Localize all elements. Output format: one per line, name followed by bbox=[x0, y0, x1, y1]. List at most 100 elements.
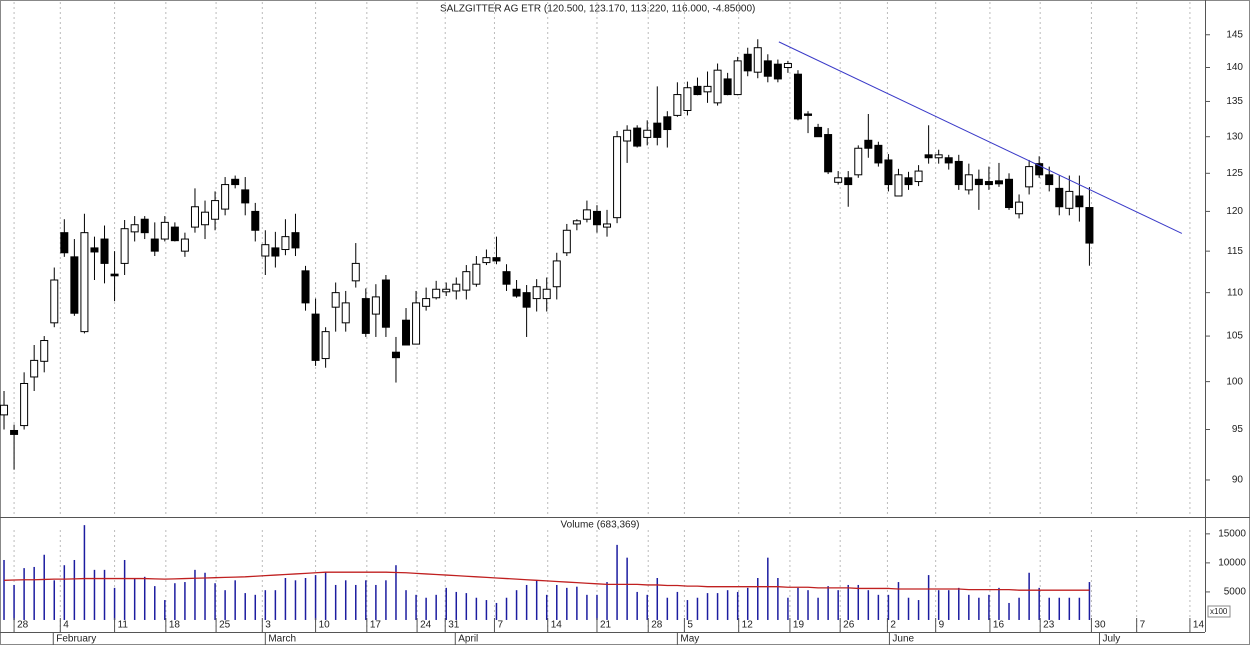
candle-body bbox=[713, 69, 722, 104]
candle-body bbox=[0, 404, 9, 416]
x-tick-label: 18 bbox=[169, 620, 181, 631]
candle-body bbox=[944, 157, 953, 164]
candle-body bbox=[763, 60, 772, 77]
y-tick-label: 90 bbox=[1232, 475, 1244, 486]
x-tick-label: 17 bbox=[370, 620, 382, 631]
candle-body bbox=[1005, 178, 1014, 209]
unit-label: x100 bbox=[1210, 607, 1228, 616]
candle-body bbox=[221, 184, 230, 210]
chart-title: SALZGITTER AG ETR (120.500, 123.170, 113… bbox=[440, 4, 755, 15]
candle-body bbox=[683, 87, 692, 111]
candle-body bbox=[331, 292, 340, 308]
candle-body bbox=[693, 85, 702, 96]
x-tick-label: 10 bbox=[319, 620, 331, 631]
candle-body bbox=[311, 313, 320, 361]
candle-body bbox=[904, 177, 913, 186]
y-tick-label: 110 bbox=[1227, 287, 1243, 298]
x-tick-label: 28 bbox=[17, 620, 29, 631]
candle-body bbox=[582, 209, 591, 220]
y-tick-label: 140 bbox=[1226, 62, 1243, 73]
y-tick-label: 135 bbox=[1226, 96, 1243, 107]
candle-body bbox=[371, 296, 380, 315]
y-tick-label: 95 bbox=[1232, 424, 1244, 435]
x-tick-label: 23 bbox=[1043, 620, 1055, 631]
candle-body bbox=[462, 271, 471, 291]
x-tick-label: 4 bbox=[63, 620, 69, 631]
candle-body bbox=[160, 221, 169, 240]
candle-body bbox=[562, 229, 571, 254]
candle-body bbox=[592, 210, 601, 226]
candle-body bbox=[391, 351, 400, 359]
candle-body bbox=[974, 178, 983, 186]
candle-body bbox=[934, 154, 943, 159]
candle-body bbox=[522, 292, 531, 308]
candle-body bbox=[502, 271, 511, 285]
candle-body bbox=[341, 302, 350, 324]
y-tick-label: 130 bbox=[1226, 131, 1243, 142]
candle-body bbox=[120, 228, 129, 264]
month-label: July bbox=[1102, 634, 1120, 645]
candle-body bbox=[512, 288, 521, 297]
volume-title: Volume (683,369) bbox=[561, 520, 640, 531]
candle-body bbox=[854, 147, 863, 176]
month-label: April bbox=[458, 634, 478, 645]
candle-body bbox=[211, 200, 220, 220]
x-tick-label: 26 bbox=[843, 620, 855, 631]
month-label: May bbox=[680, 634, 699, 645]
candle-body bbox=[201, 211, 210, 226]
x-tick-label: 24 bbox=[420, 620, 432, 631]
candle-body bbox=[130, 224, 139, 233]
x-tick-label: 9 bbox=[939, 620, 945, 631]
candle-body bbox=[743, 53, 752, 72]
x-tick-label: 28 bbox=[651, 620, 663, 631]
x-tick-label: 16 bbox=[993, 620, 1005, 631]
unit-box bbox=[1207, 605, 1231, 618]
candle-body bbox=[231, 178, 240, 186]
y-tick-label: 120 bbox=[1226, 206, 1243, 217]
x-tick-label: 7 bbox=[497, 620, 503, 631]
x-tick-label: 21 bbox=[600, 620, 612, 631]
candle-body bbox=[884, 159, 893, 186]
candle-body bbox=[874, 144, 883, 164]
candle-body bbox=[723, 78, 732, 96]
candle-body bbox=[964, 174, 973, 191]
x-tick-label: 14 bbox=[1193, 620, 1205, 631]
candle-body bbox=[824, 134, 833, 173]
month-label: March bbox=[268, 634, 296, 645]
candle-body bbox=[703, 85, 712, 93]
y-tick-label: 10000 bbox=[1218, 558, 1246, 569]
candle-body bbox=[150, 238, 159, 252]
candle-body bbox=[402, 319, 411, 346]
x-tick-label: 11 bbox=[118, 620, 129, 631]
x-tick-label: 2 bbox=[890, 620, 896, 631]
candle-body bbox=[954, 160, 963, 186]
x-tick-label: 5 bbox=[687, 620, 693, 631]
y-tick-label: 145 bbox=[1226, 29, 1243, 40]
candle-body bbox=[623, 129, 632, 142]
candle-body bbox=[190, 206, 199, 228]
candle-body bbox=[30, 359, 39, 378]
candle-body bbox=[251, 210, 260, 231]
candle-body bbox=[994, 180, 1003, 185]
candle-body bbox=[170, 226, 179, 242]
candle-body bbox=[472, 263, 481, 285]
candle-body bbox=[924, 154, 933, 159]
candle-body bbox=[140, 218, 149, 234]
candle-body bbox=[673, 94, 682, 116]
candle-body bbox=[361, 298, 370, 334]
y-tick-label: 100 bbox=[1226, 376, 1243, 387]
candle-body bbox=[70, 256, 79, 314]
candle-body bbox=[1085, 207, 1094, 244]
candle-body bbox=[40, 340, 49, 362]
candle-body bbox=[492, 257, 501, 262]
candle-body bbox=[793, 73, 802, 120]
x-tick-label: 12 bbox=[742, 620, 754, 631]
candle-body bbox=[633, 127, 642, 147]
x-tick-label: 7 bbox=[1140, 620, 1146, 631]
candle-body bbox=[653, 122, 662, 138]
y-tick-label: 5000 bbox=[1224, 587, 1247, 598]
candle-body bbox=[844, 177, 853, 186]
candle-body bbox=[834, 177, 843, 183]
candle-body bbox=[351, 262, 360, 282]
